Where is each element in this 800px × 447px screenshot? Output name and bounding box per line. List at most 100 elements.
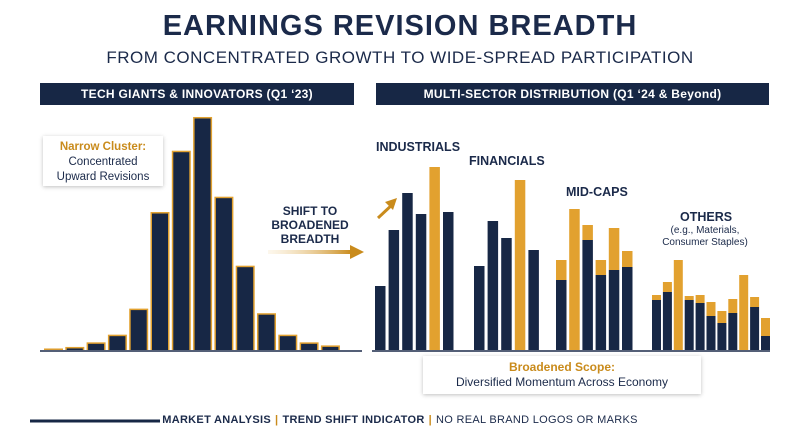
sector-bar xyxy=(501,238,512,350)
left-bar-fill xyxy=(130,310,147,350)
sector-bar xyxy=(528,250,539,350)
others-sublabel-line1: (e.g., Materials, xyxy=(670,225,740,236)
group-label-industrials: INDUSTRIALS xyxy=(376,140,461,154)
left-bar-fill xyxy=(215,198,232,350)
sector-bar-navy xyxy=(487,221,499,350)
sector-bar-navy xyxy=(595,275,607,350)
sector-bar xyxy=(487,221,499,350)
left-bar-outline xyxy=(44,348,63,350)
sector-bar-gold xyxy=(739,275,749,350)
sector-bar-gold xyxy=(662,282,672,292)
chart-subtitle: FROM CONCENTRATED GROWTH TO WIDE-SPREAD … xyxy=(106,48,694,67)
sector-bar-navy xyxy=(582,240,593,350)
sector-bar-gold xyxy=(706,302,716,316)
sector-bar-navy xyxy=(402,193,413,350)
sector-bar-gold xyxy=(429,167,440,350)
sector-bar xyxy=(474,266,485,350)
sector-bar-gold xyxy=(556,260,567,280)
shift-label: SHIFT TO BROADENED BREADTH xyxy=(264,204,356,246)
left-bar xyxy=(129,308,149,350)
chart-title: EARNINGS REVISION BREADTH xyxy=(162,10,638,42)
left-panel-banner: TECH GIANTS & INNOVATORS (Q1 ‘23) xyxy=(40,83,354,105)
left-bar-fill xyxy=(88,343,105,350)
sector-bar-navy xyxy=(528,250,539,350)
sector-bar-navy xyxy=(717,323,727,350)
left-bar-fill xyxy=(152,213,168,350)
narrow-cluster-title: Narrow Cluster: xyxy=(59,141,147,153)
sector-bar xyxy=(662,282,672,350)
left-bar-fill xyxy=(322,346,339,350)
sector-bar-gold xyxy=(717,311,727,323)
shift-label-line2: BROADENED xyxy=(271,218,349,232)
broadened-scope-text: Diversified Momentum Across Economy xyxy=(455,375,669,389)
sector-bar xyxy=(652,295,661,350)
sector-bar-navy xyxy=(375,286,386,350)
sector-bar-gold xyxy=(582,225,593,240)
sector-bar-navy xyxy=(761,336,770,350)
sector-bar-gold xyxy=(761,318,770,336)
footer-item-no-logos: NO REAL BRAND LOGOS OR MARKS xyxy=(436,414,638,426)
left-bar xyxy=(65,346,85,350)
left-bar-fill xyxy=(66,348,83,350)
left-bar xyxy=(299,342,319,350)
industrials-up-arrow-icon xyxy=(376,198,397,220)
sector-bar xyxy=(728,299,738,350)
sector-bar-navy xyxy=(695,303,705,350)
left-bar-fill xyxy=(237,267,254,350)
sector-bar xyxy=(761,318,770,350)
sector-bar xyxy=(608,228,620,350)
left-bar-fill xyxy=(173,152,190,350)
left-bar xyxy=(235,265,255,350)
sector-bar-gold xyxy=(684,296,694,300)
footer-item-trend-shift: TREND SHIFT INDICATOR xyxy=(282,414,425,426)
sector-bar xyxy=(582,225,593,350)
sector-bar-navy xyxy=(415,214,427,350)
sector-bar xyxy=(429,167,440,350)
sector-bar xyxy=(415,214,427,350)
sector-bar xyxy=(556,260,567,350)
sector-bar xyxy=(717,311,727,350)
sector-bar xyxy=(695,295,705,350)
sector-bar xyxy=(684,296,694,350)
sector-bar-navy xyxy=(652,300,661,350)
left-bar-fill xyxy=(258,314,275,350)
sector-bar-navy xyxy=(608,270,620,350)
left-bar xyxy=(214,196,234,350)
sector-bar xyxy=(388,230,400,350)
sector-bar-gold xyxy=(514,180,526,350)
sector-bar-navy xyxy=(706,316,716,350)
others-sublabel-line2: Consumer Staples) xyxy=(662,237,748,248)
sector-bar-navy xyxy=(443,212,454,350)
footer-separator: | xyxy=(275,414,279,426)
sector-bar xyxy=(443,212,454,350)
shift-arrow xyxy=(268,245,364,259)
sector-bar-navy xyxy=(684,300,694,350)
sector-bar xyxy=(622,251,633,350)
sector-bar-navy xyxy=(474,266,485,350)
left-bar-fill xyxy=(194,118,211,350)
sector-bar-navy xyxy=(501,238,512,350)
left-bar xyxy=(193,116,213,350)
sector-bar-gold xyxy=(695,295,705,303)
sector-bar-gold xyxy=(595,260,607,275)
left-bar xyxy=(150,212,170,350)
sector-bar-navy xyxy=(662,292,672,350)
sector-bar-navy xyxy=(622,267,633,350)
left-bar-fill xyxy=(301,343,318,350)
sector-bar xyxy=(402,193,413,350)
sector-bar xyxy=(514,180,526,350)
group-label-financials: FINANCIALS xyxy=(469,154,545,168)
left-bar-fill xyxy=(279,336,296,350)
group-label-mid-caps: MID-CAPS xyxy=(566,185,628,199)
sector-bar-navy xyxy=(728,313,738,350)
sector-bar xyxy=(673,260,683,350)
footer-item-market-analysis: MARKET ANALYSIS xyxy=(162,414,272,426)
shift-label-line3: BREADTH xyxy=(280,232,340,246)
sector-bar-navy xyxy=(388,230,400,350)
left-bar xyxy=(278,334,298,350)
narrow-cluster-line2: Upward Revisions xyxy=(56,171,150,183)
right-panel-banner: MULTI-SECTOR DISTRIBUTION (Q1 ‘24 & Beyo… xyxy=(376,83,769,105)
sector-bar-gold xyxy=(622,251,633,267)
sector-bar-gold xyxy=(728,299,738,313)
